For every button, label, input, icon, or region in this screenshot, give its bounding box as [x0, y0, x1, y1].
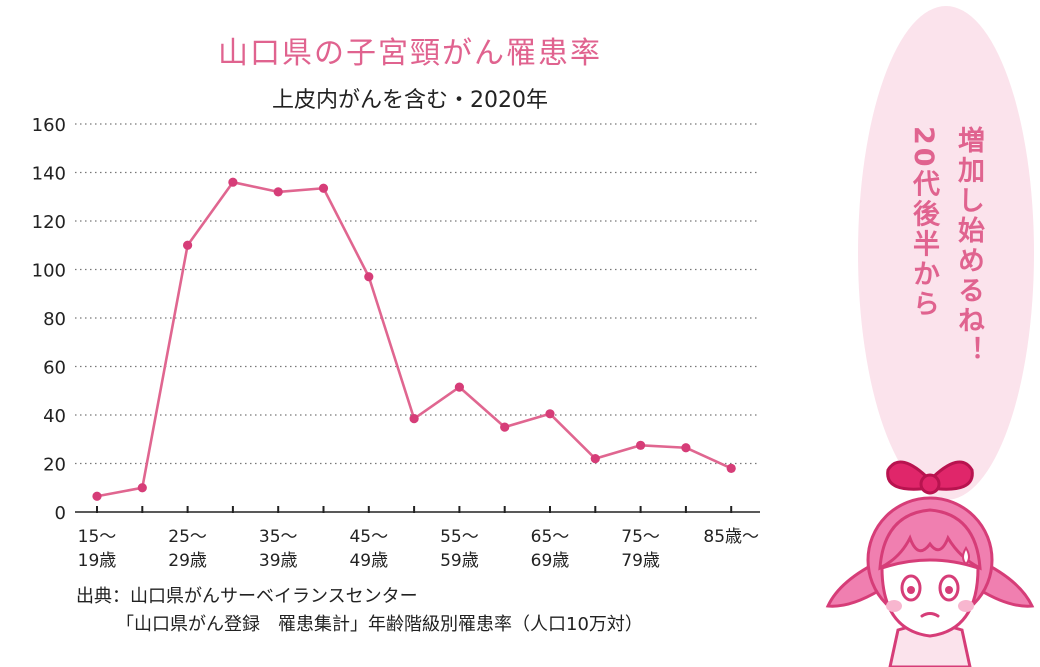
mascot-girl-illustration: [825, 460, 1035, 667]
x-tick-label: 75～: [621, 527, 660, 547]
x-tick-label: 59歳: [440, 551, 479, 571]
bubble-text-col-2: 増加し始めるね！: [953, 126, 984, 366]
x-tick-label: 49歳: [349, 551, 388, 571]
data-point: [364, 272, 374, 282]
x-tick-label: 35～: [259, 527, 298, 547]
mouth: [920, 612, 940, 618]
data-point: [318, 183, 329, 193]
y-tick-label: 80: [43, 309, 66, 330]
data-point: [590, 454, 600, 464]
bubble-text-col-1: 20代後半から: [908, 126, 939, 320]
right-cheek: [958, 600, 974, 612]
data-point: [228, 177, 238, 187]
x-tick-label: 19歳: [78, 551, 117, 571]
left-cheek: [886, 600, 902, 612]
y-tick-label: 40: [43, 406, 66, 427]
data-point: [636, 440, 646, 450]
data-point: [726, 463, 736, 473]
data-point: [273, 187, 283, 197]
data-point: [409, 414, 419, 424]
y-tick-label: 120: [32, 212, 66, 233]
x-tick-label: 55～: [440, 527, 479, 547]
source-line-1: 出典：山口県がんサーベイランスセンター: [76, 586, 418, 607]
bow-right: [928, 460, 974, 491]
speech-bubble: 20代後半から 増加し始めるね！: [858, 6, 1034, 500]
y-tick-label: 160: [32, 115, 66, 136]
x-tick-label: 65～: [531, 527, 570, 547]
y-tick-label: 100: [32, 261, 66, 282]
y-tick-label: 60: [43, 358, 66, 379]
bow-left: [886, 460, 932, 491]
x-tick-label: 45～: [349, 527, 388, 547]
x-tick-label: 25～: [168, 527, 207, 547]
line-chart: 0 20 40 60 80 100 120 140 160 15～ 19歳 25～ 29歳 35～ 39歳 4…: [32, 115, 760, 571]
chart-subtitle: 上皮内がんを含む・2020年: [272, 88, 548, 113]
data-point: [137, 483, 147, 493]
x-tick-label: 39歳: [259, 551, 298, 571]
data-point: [92, 491, 102, 501]
data-point: [545, 409, 555, 419]
data-point: [183, 240, 193, 250]
source-line-2: 「山口県がん登録 罹患集計」年齢階級別罹患率（人口10万対）: [116, 614, 643, 635]
x-tick-label: 79歳: [621, 551, 660, 571]
series-line: [96, 180, 732, 498]
data-point: [454, 382, 464, 392]
y-tick-label: 140: [32, 164, 66, 185]
bangs: [878, 508, 982, 571]
data-point: [681, 443, 691, 453]
face: [880, 558, 980, 638]
chart-title: 山口県の子宮頸がん罹患率: [218, 36, 602, 71]
y-tick-label: 20: [43, 455, 66, 476]
x-tick-label: 15～: [78, 527, 117, 547]
sweat-drop-icon: [962, 546, 970, 566]
x-tick-label: 29歳: [168, 551, 207, 571]
x-tick-label: 69歳: [531, 551, 570, 571]
y-tick-label: 0: [55, 503, 66, 524]
data-point: [500, 422, 510, 432]
x-tick-label: 85歳～: [703, 527, 759, 547]
bow-knot: [919, 473, 941, 495]
